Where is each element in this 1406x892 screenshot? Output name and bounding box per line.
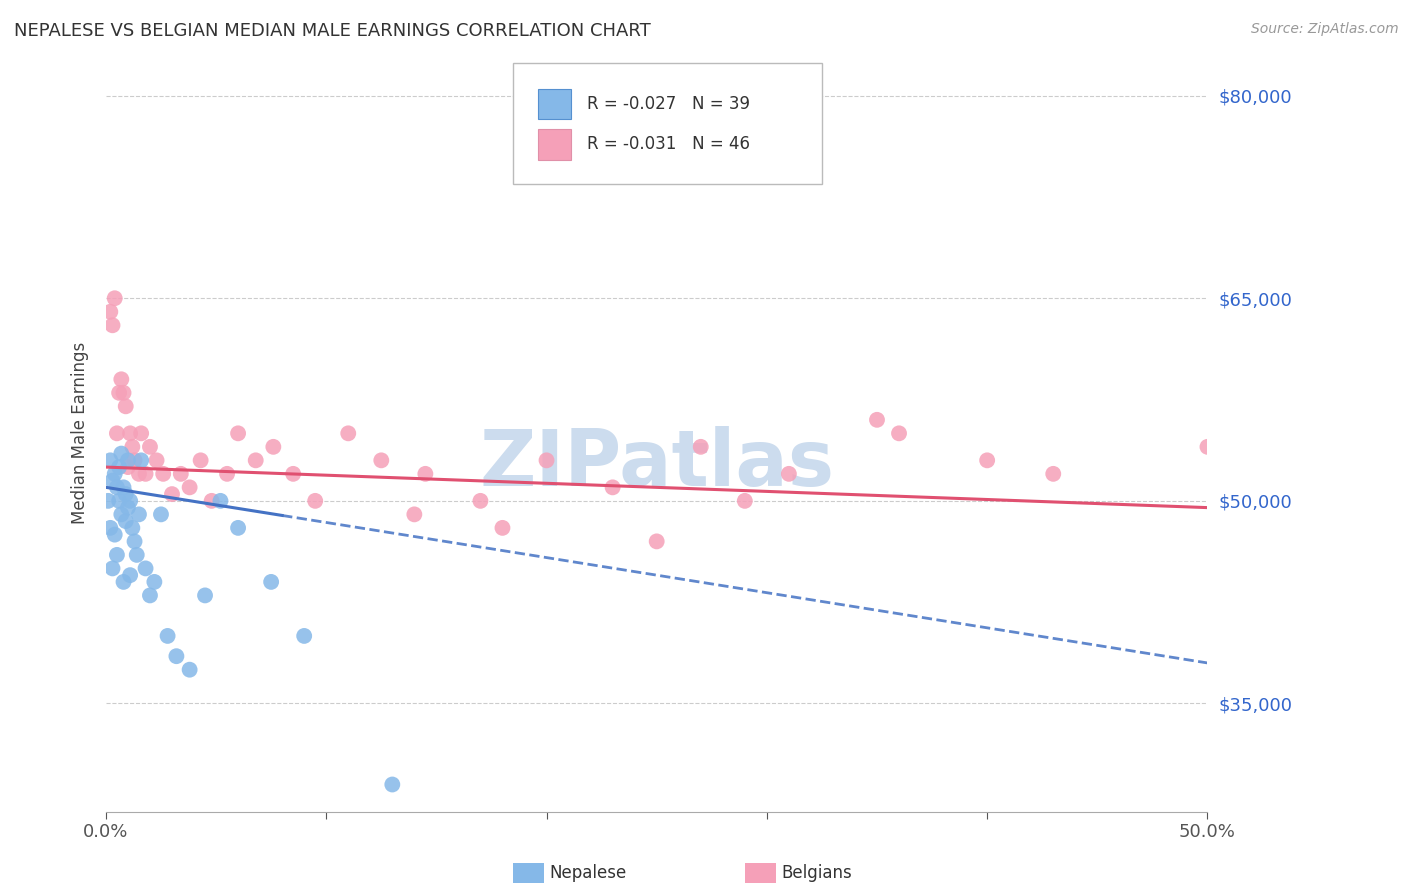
Point bbox=[117, 500, 139, 515]
Point bbox=[370, 453, 392, 467]
Point bbox=[104, 527, 127, 541]
Point bbox=[110, 447, 132, 461]
Point bbox=[734, 494, 756, 508]
Point bbox=[165, 649, 187, 664]
Point bbox=[129, 426, 152, 441]
Point bbox=[645, 534, 668, 549]
Point bbox=[143, 574, 166, 589]
Point bbox=[120, 426, 142, 441]
Point bbox=[120, 494, 142, 508]
Point bbox=[170, 467, 193, 481]
Point bbox=[209, 494, 232, 508]
Point bbox=[101, 474, 124, 488]
Y-axis label: Median Male Earnings: Median Male Earnings bbox=[72, 343, 89, 524]
Point bbox=[112, 480, 135, 494]
Point bbox=[121, 521, 143, 535]
FancyBboxPatch shape bbox=[537, 89, 571, 120]
Point bbox=[135, 561, 157, 575]
Point bbox=[602, 480, 624, 494]
Point bbox=[98, 305, 121, 319]
Point bbox=[179, 663, 201, 677]
Point bbox=[112, 574, 135, 589]
Point bbox=[245, 453, 267, 467]
Point bbox=[160, 487, 183, 501]
Point bbox=[201, 494, 224, 508]
FancyBboxPatch shape bbox=[537, 129, 571, 160]
Text: Nepalese: Nepalese bbox=[550, 864, 627, 882]
Point bbox=[135, 467, 157, 481]
Point bbox=[101, 318, 124, 333]
Point bbox=[128, 467, 150, 481]
Point bbox=[108, 494, 131, 508]
Point bbox=[121, 440, 143, 454]
Text: ZIPatlas: ZIPatlas bbox=[479, 425, 834, 501]
Point bbox=[260, 574, 283, 589]
Point bbox=[1042, 467, 1064, 481]
Point bbox=[114, 487, 136, 501]
Point bbox=[98, 521, 121, 535]
Point bbox=[778, 467, 800, 481]
Point bbox=[217, 467, 239, 481]
Point bbox=[152, 467, 174, 481]
Point bbox=[124, 534, 146, 549]
Point bbox=[262, 440, 284, 454]
Point bbox=[415, 467, 437, 481]
Point bbox=[404, 508, 426, 522]
Point bbox=[491, 521, 513, 535]
Point bbox=[179, 480, 201, 494]
Point bbox=[101, 561, 124, 575]
FancyBboxPatch shape bbox=[513, 62, 823, 184]
Point bbox=[129, 453, 152, 467]
Point bbox=[110, 372, 132, 386]
Point bbox=[117, 460, 139, 475]
Point bbox=[226, 426, 249, 441]
Point bbox=[124, 453, 146, 467]
Point bbox=[689, 440, 711, 454]
Point bbox=[1197, 440, 1219, 454]
Point bbox=[283, 467, 305, 481]
Point bbox=[105, 548, 128, 562]
Text: NEPALESE VS BELGIAN MEDIAN MALE EARNINGS CORRELATION CHART: NEPALESE VS BELGIAN MEDIAN MALE EARNINGS… bbox=[14, 22, 651, 40]
Point bbox=[887, 426, 910, 441]
Point bbox=[98, 453, 121, 467]
Text: Belgians: Belgians bbox=[782, 864, 852, 882]
Point bbox=[128, 508, 150, 522]
Point bbox=[112, 385, 135, 400]
Point bbox=[114, 514, 136, 528]
Point bbox=[470, 494, 492, 508]
Point bbox=[105, 426, 128, 441]
Point bbox=[190, 453, 212, 467]
Text: R = -0.027   N = 39: R = -0.027 N = 39 bbox=[588, 95, 751, 113]
Point bbox=[125, 548, 148, 562]
Point bbox=[104, 291, 127, 305]
Point bbox=[194, 588, 217, 602]
Point bbox=[381, 777, 404, 791]
Point bbox=[104, 467, 127, 481]
Point bbox=[976, 453, 998, 467]
Point bbox=[149, 508, 172, 522]
Point bbox=[292, 629, 315, 643]
Point bbox=[114, 400, 136, 414]
Point bbox=[110, 508, 132, 522]
Point bbox=[139, 588, 162, 602]
Point bbox=[156, 629, 179, 643]
Point bbox=[536, 453, 558, 467]
Point bbox=[145, 453, 167, 467]
Point bbox=[97, 494, 120, 508]
Point bbox=[866, 413, 889, 427]
Text: Source: ZipAtlas.com: Source: ZipAtlas.com bbox=[1251, 22, 1399, 37]
Point bbox=[226, 521, 249, 535]
Point bbox=[337, 426, 360, 441]
Point bbox=[108, 385, 131, 400]
Point bbox=[120, 568, 142, 582]
Point bbox=[108, 460, 131, 475]
Point bbox=[117, 453, 139, 467]
Point bbox=[105, 480, 128, 494]
Text: R = -0.031   N = 46: R = -0.031 N = 46 bbox=[588, 136, 751, 153]
Point bbox=[139, 440, 162, 454]
Point bbox=[304, 494, 326, 508]
